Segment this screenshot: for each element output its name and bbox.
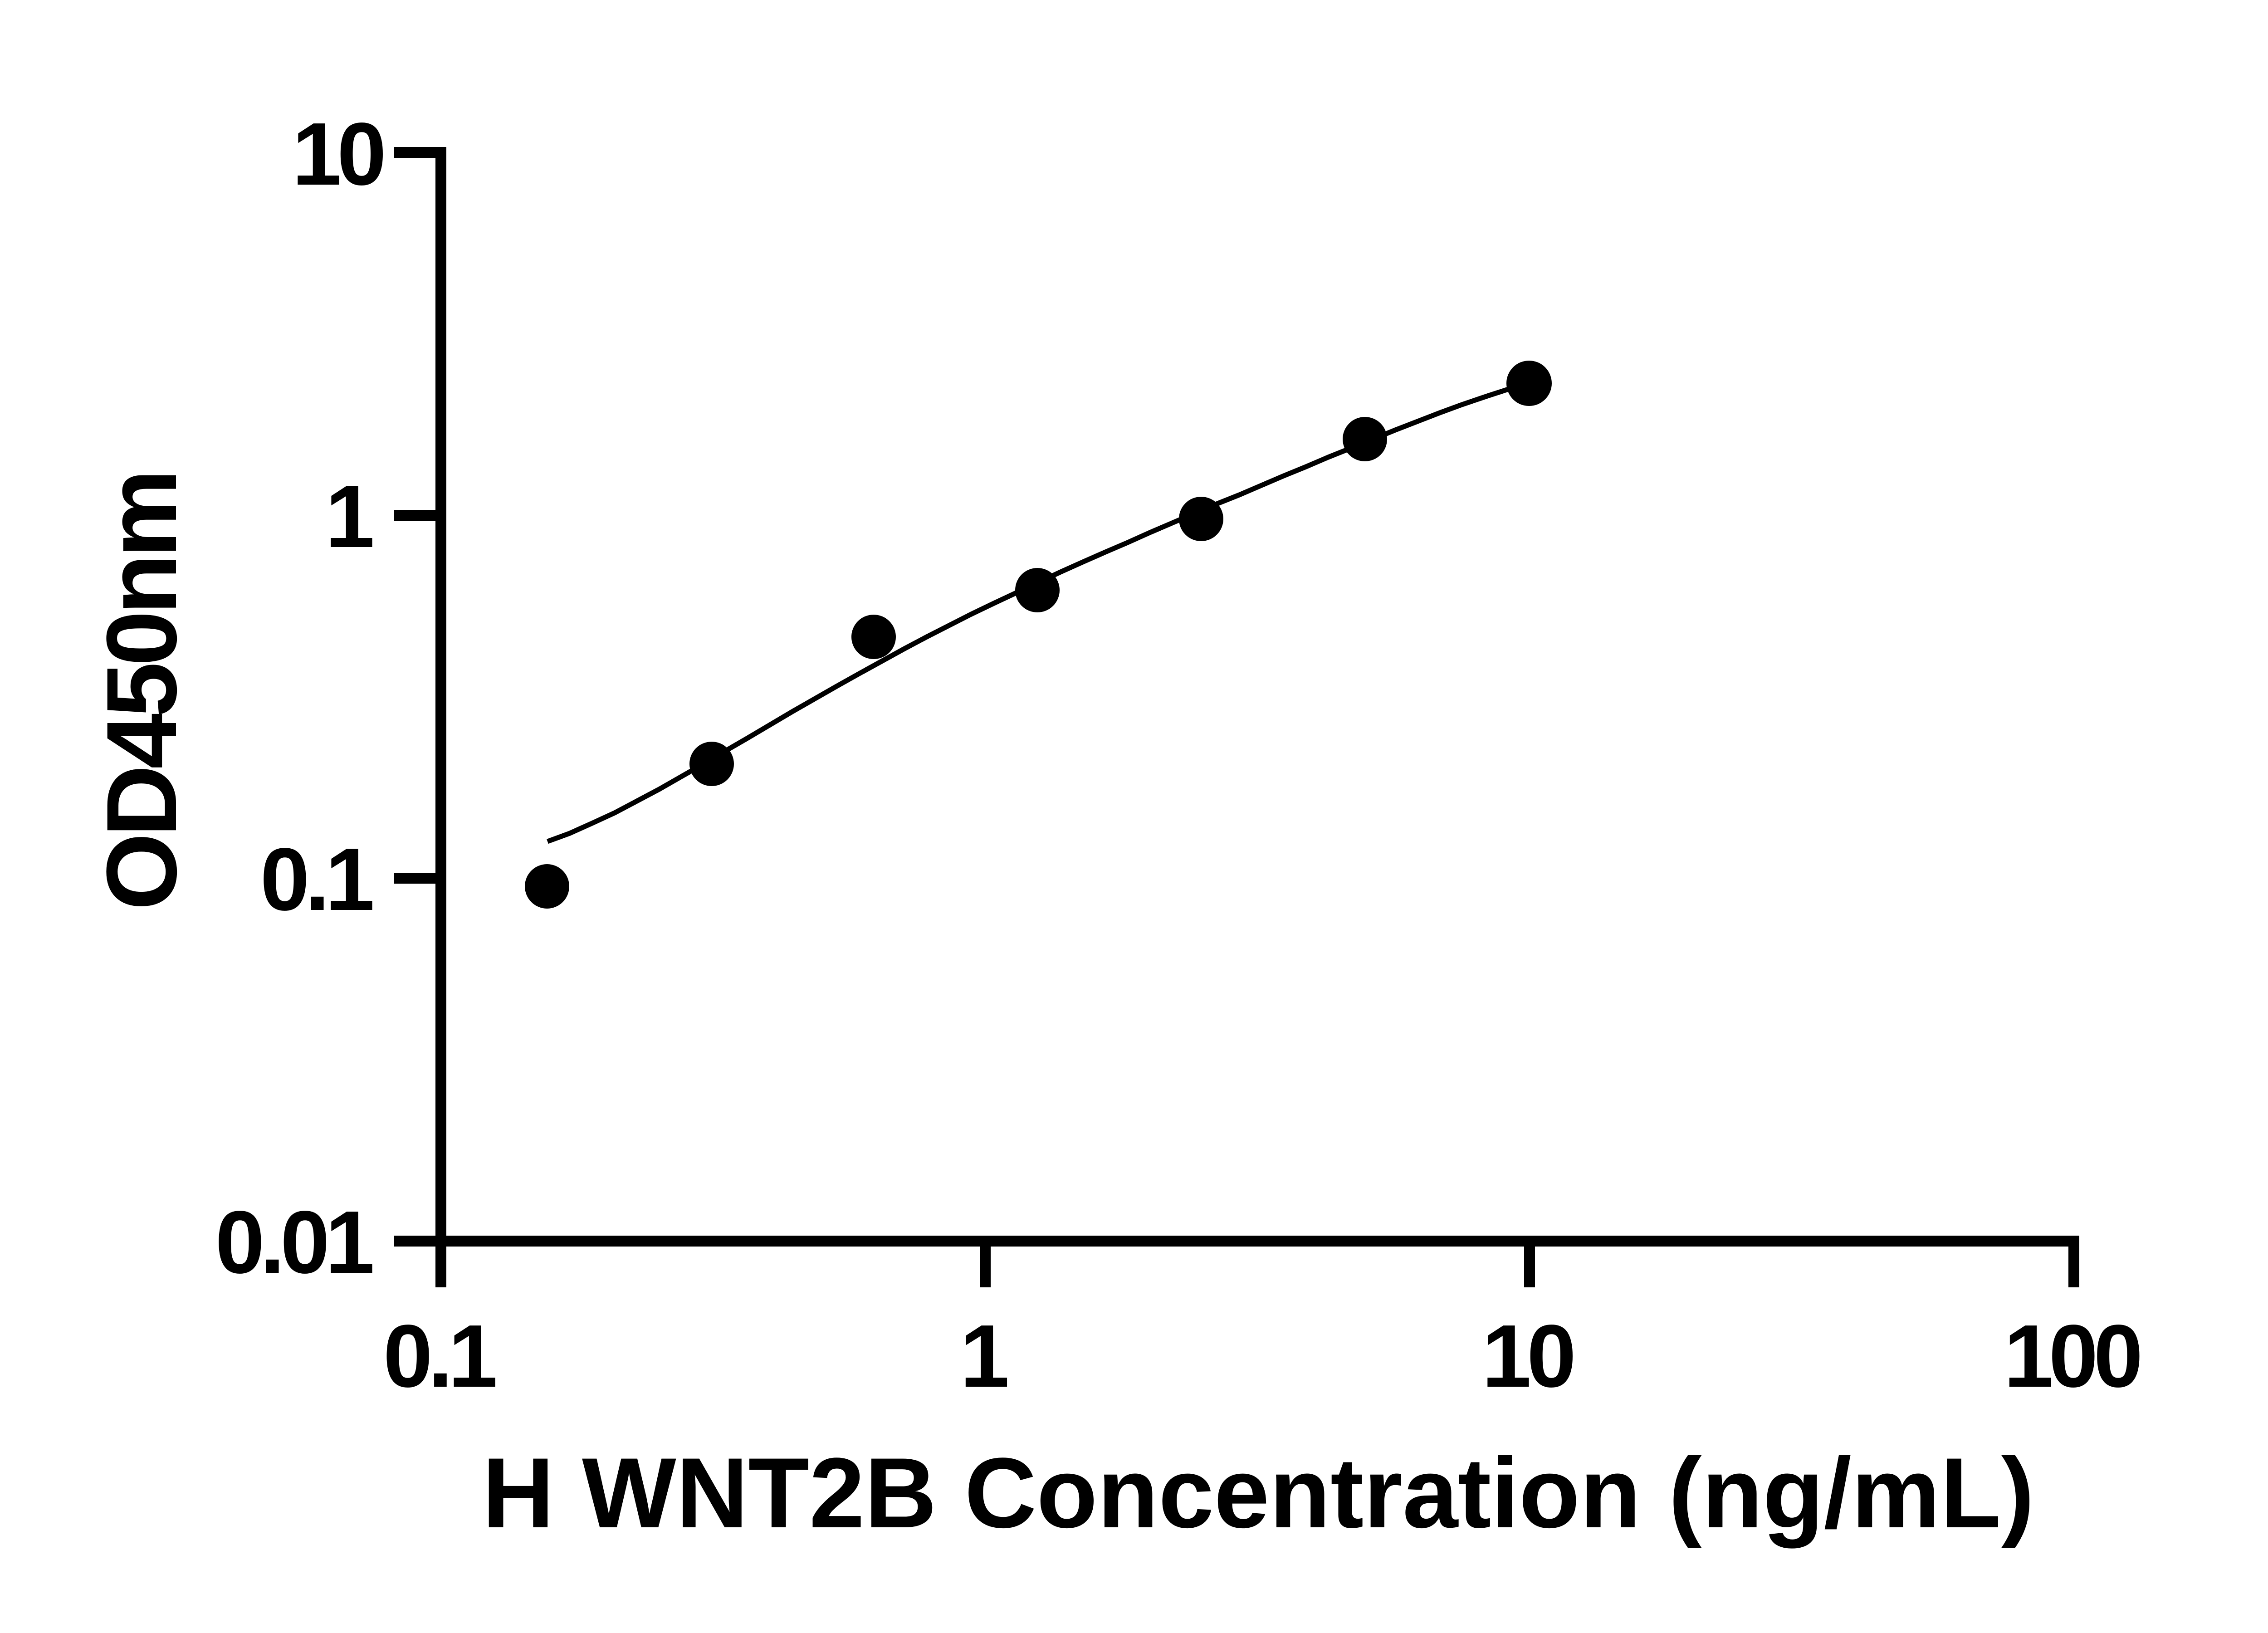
svg-text:OD450nm: OD450nm [86, 473, 197, 910]
svg-text:0.01: 0.01 [215, 1193, 372, 1292]
svg-text:10: 10 [292, 104, 383, 204]
svg-text:10: 10 [1482, 1306, 1573, 1406]
svg-text:0.1: 0.1 [260, 830, 372, 929]
svg-text:0.1: 0.1 [383, 1306, 495, 1406]
svg-text:100: 100 [2004, 1306, 2139, 1406]
svg-text:1: 1 [325, 467, 372, 566]
svg-text:1: 1 [960, 1306, 1007, 1406]
svg-text:H WNT2B Concentration (ng/mL): H WNT2B Concentration (ng/mL) [482, 1437, 2034, 1549]
